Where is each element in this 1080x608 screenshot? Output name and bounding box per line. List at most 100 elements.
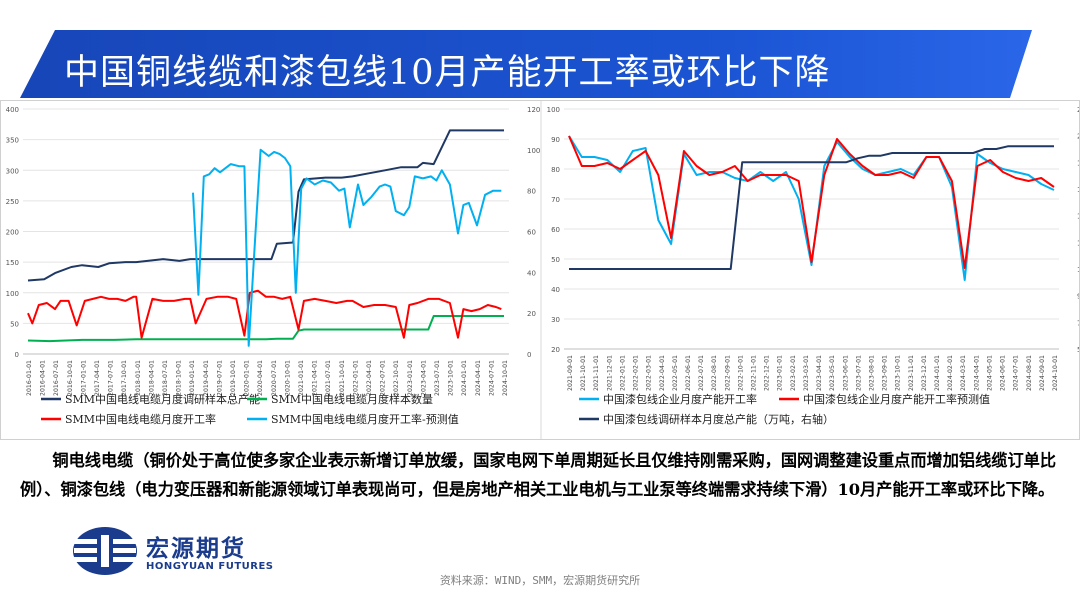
right-axis-tick-label: 230 — [1077, 106, 1079, 114]
page-title: 中国铜线缆和漆包线10月产能开工率或环比下降 — [64, 53, 831, 93]
x-axis-tick-label: 2023-11-01 — [908, 355, 915, 391]
legend-label: SMM中国电线电缆月度开工率-预测值 — [271, 412, 459, 426]
x-axis-tick-label: 2022-10-01 — [737, 355, 744, 391]
x-axis-tick-label: 2021-01-01 — [298, 360, 305, 396]
series-line-1-2 — [27, 315, 504, 343]
x-axis-tick-label: 2023-01-01 — [777, 355, 784, 391]
left-axis-tick-label: 150 — [6, 259, 19, 267]
x-axis-tick-label: 2019-07-01 — [216, 360, 223, 396]
right-axis-tick-label: 90 — [1077, 293, 1079, 301]
x-axis-tick-label: 2023-07-01 — [855, 355, 862, 391]
legend-label: SMM中国电线电缆月度调研样本总产能 — [65, 392, 260, 406]
x-axis-tick-label: 2023-08-01 — [868, 355, 875, 391]
x-axis-tick-label: 2018-10-01 — [176, 360, 183, 396]
x-axis-tick-label: 2021-09-01 — [567, 355, 574, 391]
x-axis-tick-label: 2022-01-01 — [352, 360, 359, 396]
series-line-2-3 — [569, 145, 1054, 270]
right-axis-tick-label: 100 — [527, 147, 540, 155]
x-axis-tick-label: 2021-07-01 — [325, 360, 332, 396]
x-axis-tick-label: 2017-10-01 — [121, 360, 128, 396]
x-axis-tick-label: 2022-04-01 — [366, 360, 373, 396]
x-axis-tick-label: 2024-04-01 — [973, 355, 980, 391]
left-axis-tick-label: 90 — [551, 136, 560, 144]
x-axis-tick-label: 2024-10-01 — [1052, 355, 1059, 391]
x-axis-tick-label: 2023-01-01 — [407, 360, 414, 396]
left-axis-tick-label: 100 — [6, 290, 19, 298]
left-axis-tick-label: 350 — [6, 137, 19, 145]
x-axis-tick-label: 2022-01-01 — [619, 355, 626, 391]
x-axis-tick-label: 2022-12-01 — [764, 355, 771, 391]
x-axis-tick-label: 2020-04-01 — [257, 360, 264, 396]
x-axis-tick-label: 2022-11-01 — [751, 355, 758, 391]
left-axis-tick-label: 200 — [6, 229, 19, 237]
x-axis-tick-label: 2024-09-01 — [1039, 355, 1046, 391]
x-axis-tick-label: 2022-09-01 — [724, 355, 731, 391]
x-axis-tick-label: 2021-10-01 — [580, 355, 587, 391]
x-axis-tick-label: 2020-07-01 — [271, 360, 278, 396]
x-axis-tick-label: 2024-04-01 — [475, 360, 482, 396]
x-axis-tick-label: 2018-07-01 — [162, 360, 169, 396]
left-axis-tick-label: 250 — [6, 198, 19, 206]
right-axis-tick-label: 120 — [527, 106, 540, 114]
x-axis-tick-label: 2023-10-01 — [448, 360, 455, 396]
series-line-2-2 — [568, 135, 1055, 269]
x-axis-tick-label: 2017-01-01 — [80, 360, 87, 396]
x-axis-tick-label: 2021-11-01 — [593, 355, 600, 391]
x-axis-tick-label: 2016-07-01 — [53, 360, 60, 396]
legend-label: SMM中国电线电缆月度样本数量 — [271, 392, 433, 406]
x-axis-tick-label: 2019-10-01 — [230, 360, 237, 396]
left-axis-tick-label: 60 — [551, 226, 560, 234]
x-axis-tick-label: 2022-05-01 — [672, 355, 679, 391]
left-axis-tick-label: 100 — [547, 106, 560, 114]
x-axis-tick-label: 2024-03-01 — [960, 355, 967, 391]
x-axis-tick-label: 2023-04-01 — [816, 355, 823, 391]
x-axis-tick-label: 2024-05-01 — [986, 355, 993, 391]
source-note: 资料来源：WIND，SMM，宏源期货研究所 — [439, 574, 641, 587]
x-axis-tick-label: 2022-08-01 — [711, 355, 718, 391]
left-axis-tick-label: 40 — [551, 286, 560, 294]
x-axis-tick-label: 2024-10-01 — [502, 360, 509, 396]
x-axis-tick-label: 2023-02-01 — [790, 355, 797, 391]
x-axis-tick-label: 2023-06-01 — [842, 355, 849, 391]
right-axis-tick-label: 50 — [1077, 346, 1079, 354]
company-logo: 宏源期货 HONGYUAN FUTURES — [70, 525, 310, 577]
x-axis-tick-label: 2019-04-01 — [203, 360, 210, 396]
x-axis-tick-label: 2017-04-01 — [94, 360, 101, 396]
right-axis-tick-label: 80 — [527, 188, 536, 196]
x-axis-tick-label: 2020-10-01 — [284, 360, 291, 396]
x-axis-tick-label: 2020-01-01 — [244, 360, 251, 396]
right-axis-tick-label: 190 — [1077, 159, 1079, 167]
left-axis-tick-label: 30 — [551, 316, 560, 324]
x-axis-tick-label: 2023-09-01 — [882, 355, 889, 391]
x-axis-tick-label: 2022-04-01 — [659, 355, 666, 391]
x-axis-tick-label: 2023-05-01 — [829, 355, 836, 391]
left-axis-tick-label: 0 — [15, 351, 19, 359]
x-axis-tick-label: 2022-07-01 — [698, 355, 705, 391]
left-axis-tick-label: 50 — [10, 320, 19, 328]
x-axis-tick-label: 2024-01-01 — [461, 360, 468, 396]
title-banner — [20, 30, 1032, 98]
legend-label: 中国漆包线企业月度产能开工率预测值 — [803, 392, 990, 406]
left-axis-tick-label: 400 — [6, 106, 19, 114]
x-axis-tick-label: 2021-10-01 — [339, 360, 346, 396]
right-axis-tick-label: 150 — [1077, 213, 1079, 221]
x-axis-tick-label: 2024-01-01 — [934, 355, 941, 391]
legend-label: SMM中国电线电缆月度开工率 — [65, 412, 216, 426]
left-axis-tick-label: 50 — [551, 256, 560, 264]
x-axis-tick-label: 2016-01-01 — [26, 360, 33, 396]
right-axis-tick-label: 40 — [527, 269, 536, 277]
x-axis-tick-label: 2018-04-01 — [148, 360, 155, 396]
title-banner-shape — [20, 30, 1032, 98]
logo-icon — [73, 527, 137, 575]
x-axis-tick-label: 2022-07-01 — [380, 360, 387, 396]
x-axis-tick-label: 2023-03-01 — [803, 355, 810, 391]
x-axis-tick-label: 2024-08-01 — [1026, 355, 1033, 391]
x-axis-tick-label: 2019-01-01 — [189, 360, 196, 396]
commentary-text: 铜电线电缆（铜价处于高位使多家企业表示新增订单放缓，国家电网下单周期延长且仅维持… — [20, 451, 1057, 499]
x-axis-tick-label: 2023-04-01 — [420, 360, 427, 396]
series-line-1-4 — [192, 148, 502, 347]
left-axis-tick-label: 70 — [551, 196, 560, 204]
series-line-1-1 — [27, 129, 504, 282]
right-axis-tick-label: 0 — [527, 351, 531, 359]
logo-english-name: HONGYUAN FUTURES — [146, 561, 274, 572]
